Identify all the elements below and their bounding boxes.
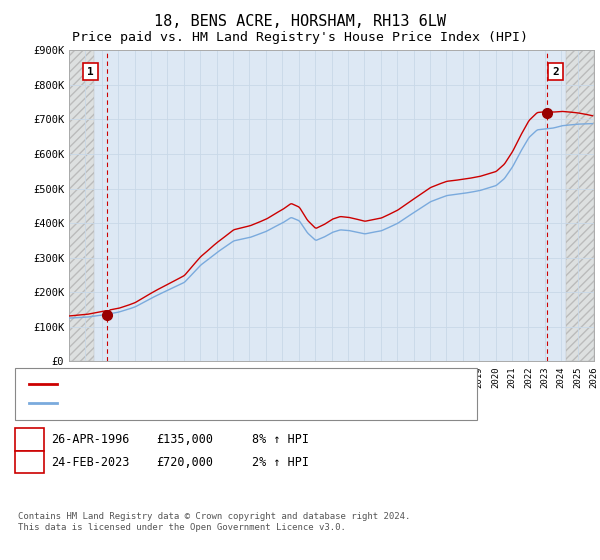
Text: 24-FEB-2023: 24-FEB-2023 bbox=[51, 455, 130, 469]
Text: 2% ↑ HPI: 2% ↑ HPI bbox=[252, 455, 309, 469]
Text: £720,000: £720,000 bbox=[156, 455, 213, 469]
Text: 8% ↑ HPI: 8% ↑ HPI bbox=[252, 433, 309, 446]
Text: 2: 2 bbox=[552, 67, 559, 77]
Text: 1: 1 bbox=[88, 67, 94, 77]
Text: £135,000: £135,000 bbox=[156, 433, 213, 446]
Text: Contains HM Land Registry data © Crown copyright and database right 2024.
This d: Contains HM Land Registry data © Crown c… bbox=[18, 512, 410, 532]
Text: 18, BENS ACRE, HORSHAM, RH13 6LW: 18, BENS ACRE, HORSHAM, RH13 6LW bbox=[154, 14, 446, 29]
Text: 1: 1 bbox=[26, 433, 33, 446]
Bar bbox=[566, 50, 594, 361]
Text: 18, BENS ACRE, HORSHAM, RH13 6LW (detached house): 18, BENS ACRE, HORSHAM, RH13 6LW (detach… bbox=[61, 379, 367, 389]
Text: Price paid vs. HM Land Registry's House Price Index (HPI): Price paid vs. HM Land Registry's House … bbox=[72, 31, 528, 44]
Text: 26-APR-1996: 26-APR-1996 bbox=[51, 433, 130, 446]
Text: HPI: Average price, detached house, Horsham: HPI: Average price, detached house, Hors… bbox=[61, 398, 330, 408]
Text: 2: 2 bbox=[26, 455, 33, 469]
Bar bbox=[69, 50, 94, 361]
